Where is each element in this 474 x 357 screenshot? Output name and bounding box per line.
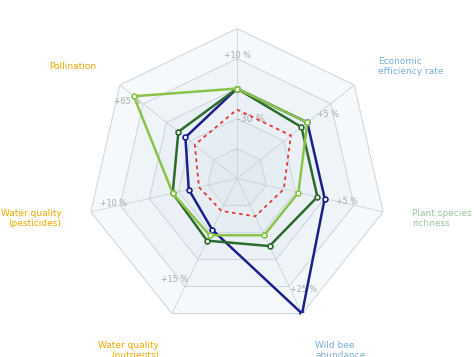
Text: Wild bee
abundance: Wild bee abundance: [315, 341, 365, 357]
Text: +10 %: +10 %: [100, 199, 128, 208]
Polygon shape: [179, 119, 295, 232]
Text: Pollination: Pollination: [49, 62, 96, 71]
Text: -30 %: -30 %: [237, 114, 265, 124]
Polygon shape: [208, 149, 266, 206]
Text: Water quality
(pesticides): Water quality (pesticides): [0, 209, 62, 228]
Text: Water quality
(nutrients): Water quality (nutrients): [98, 341, 159, 357]
Text: Plant species
richness: Plant species richness: [412, 209, 472, 228]
Polygon shape: [120, 59, 354, 287]
Text: +25 %: +25 %: [291, 285, 318, 294]
Text: +5 %: +5 %: [317, 110, 339, 120]
Text: Economic
efficiency rate: Economic efficiency rate: [378, 57, 443, 76]
Text: +65 %: +65 %: [114, 97, 141, 106]
Polygon shape: [149, 89, 325, 260]
Text: +10 %: +10 %: [224, 51, 250, 60]
Polygon shape: [91, 29, 383, 313]
Text: +5 %: +5 %: [337, 197, 358, 206]
Text: +15 %: +15 %: [161, 275, 188, 284]
